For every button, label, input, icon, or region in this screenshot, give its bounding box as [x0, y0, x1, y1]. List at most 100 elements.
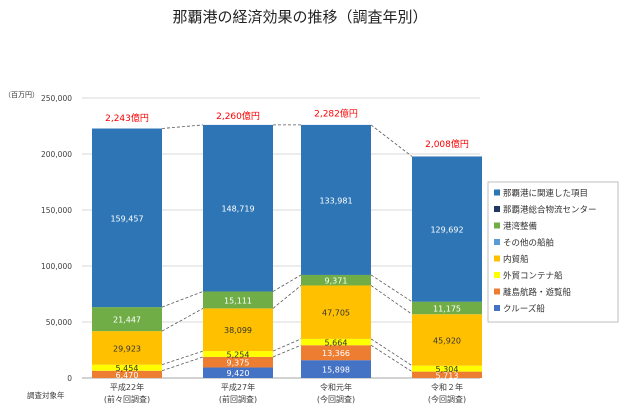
- legend-swatch: [494, 189, 500, 196]
- bar-segment: [412, 156, 482, 302]
- legend-label: 外貿コンテナ船: [503, 271, 563, 282]
- connector-line: [370, 285, 413, 315]
- data-label: 6,470: [116, 371, 139, 380]
- legend-label: 那覇港に関連した項目: [503, 188, 588, 199]
- connector-line: [370, 344, 413, 372]
- chart-title: 那覇港の経済効果の推移（調査年別）: [172, 8, 427, 26]
- data-label: 29,923: [113, 344, 141, 353]
- y-tick-label: 250,000: [41, 94, 72, 103]
- data-label: 15,898: [322, 366, 350, 375]
- legend-swatch: [494, 222, 500, 229]
- x-tick-sublabel: (前回調査): [219, 394, 257, 404]
- bar-segment: [301, 360, 371, 378]
- y-tick-label: 50,000: [46, 318, 72, 327]
- bar-segment: [301, 274, 371, 286]
- connector-line: [161, 356, 204, 372]
- y-axis-unit: （百万円）: [4, 91, 39, 99]
- total-label: 2,243億円: [105, 112, 149, 124]
- segment-labels: 6,4705,45429,92321,447159,4579,4209,3755…: [110, 196, 463, 380]
- legend-label: 内貿船: [503, 254, 529, 265]
- legend: 那覇港に関連した項目那覇港総合物流センター港湾整備その他の船舶内貿船外貿コンテナ…: [487, 181, 619, 323]
- data-label: 5,664: [325, 339, 348, 348]
- legend-swatch: [494, 272, 500, 278]
- bar-segment: [412, 371, 482, 378]
- bar-segment: [92, 370, 162, 378]
- bar-segment: [92, 307, 162, 332]
- data-label: 5,454: [116, 364, 139, 373]
- connector-line: [272, 285, 302, 309]
- data-label: 13,366: [322, 349, 350, 358]
- data-label: 5,254: [227, 351, 250, 360]
- bar-segment: [301, 285, 371, 339]
- data-label: 38,099: [224, 326, 252, 335]
- data-label: 5,713: [436, 371, 459, 380]
- x-axis-title: 調査対象年: [27, 390, 65, 400]
- legend-box: [487, 181, 619, 323]
- legend-swatch: [494, 305, 500, 311]
- y-tick-label: 200,000: [41, 150, 72, 159]
- bar-segment: [203, 351, 273, 357]
- data-label: 159,457: [110, 214, 143, 223]
- x-tick-label: 令和元年: [320, 382, 352, 392]
- connector-line: [370, 338, 413, 366]
- legend-label: 離島航路・遊覧船: [503, 287, 572, 298]
- connector-line: [161, 124, 204, 129]
- connector-line: [272, 338, 302, 352]
- data-label: 9,371: [325, 277, 348, 286]
- legend-swatch: [494, 288, 500, 295]
- bar-segment: [301, 124, 371, 275]
- bar-segment: [203, 124, 273, 292]
- data-label: 15,111: [224, 296, 252, 305]
- bar-segment: [203, 308, 273, 352]
- legend-label: 那覇港総合物流センター: [503, 205, 597, 216]
- legend-label: クルーズ船: [503, 304, 545, 315]
- bar-segment: [92, 128, 162, 308]
- data-label: 9,420: [227, 369, 250, 378]
- x-tick-sublabel: (今回調査): [428, 394, 466, 404]
- data-label: 5,304: [436, 365, 459, 374]
- connector-line: [370, 124, 413, 157]
- y-tick-label: 100,000: [41, 262, 72, 271]
- x-tick-label: 令和２年: [431, 382, 463, 392]
- connector-line: [370, 274, 413, 303]
- data-label: 133,981: [319, 196, 352, 205]
- connector-line: [272, 344, 302, 358]
- bar-segment: [203, 356, 273, 368]
- legend-swatch: [494, 255, 500, 262]
- data-label: 148,719: [221, 205, 254, 214]
- y-axis-tick-labels: 0 50,000 100,000 150,000 200,000 250,000: [41, 94, 72, 383]
- legend-label: その他の船舶: [503, 238, 554, 249]
- bar-segment: [412, 314, 482, 366]
- data-label: 9,375: [227, 359, 250, 368]
- x-tick-sublabel: (前々回調査): [104, 394, 150, 404]
- y-tick-label: 150,000: [41, 206, 72, 215]
- x-axis-labels: 平成22年 (前々回調査) 平成27年 (前回調査) 令和元年 (今回調査) 令和２年 (今回…: [104, 382, 466, 404]
- bar-segment: [301, 345, 371, 361]
- bar-segment: [301, 338, 371, 346]
- bars: [92, 124, 482, 378]
- connector-line: [161, 308, 204, 332]
- bar-segment: [412, 365, 482, 372]
- connector-line: [272, 274, 302, 292]
- total-labels: 2,243億円 2,260億円 2,282億円 2,008億円: [105, 107, 469, 150]
- total-label: 2,282億円: [314, 107, 358, 119]
- legend-swatch: [494, 206, 500, 212]
- total-label: 2,008億円: [425, 138, 469, 150]
- x-tick-label: 平成22年: [110, 382, 144, 392]
- x-tick-label: 平成27年: [221, 382, 255, 392]
- bar-segment: [203, 367, 273, 378]
- bar-segment: [412, 301, 482, 315]
- bar-segment: [203, 291, 273, 309]
- bar-segment: [92, 331, 162, 365]
- total-label: 2,260億円: [216, 110, 260, 122]
- data-label: 129,692: [430, 226, 463, 235]
- legend-swatch: [494, 239, 500, 245]
- connector-line: [161, 291, 204, 308]
- data-label: 45,920: [433, 336, 461, 345]
- y-tick-label: 0: [67, 374, 72, 383]
- bar-segment: [92, 364, 162, 371]
- connector-line: [161, 350, 204, 366]
- legend-label: 港湾整備: [503, 221, 538, 232]
- data-label: 47,705: [322, 309, 350, 318]
